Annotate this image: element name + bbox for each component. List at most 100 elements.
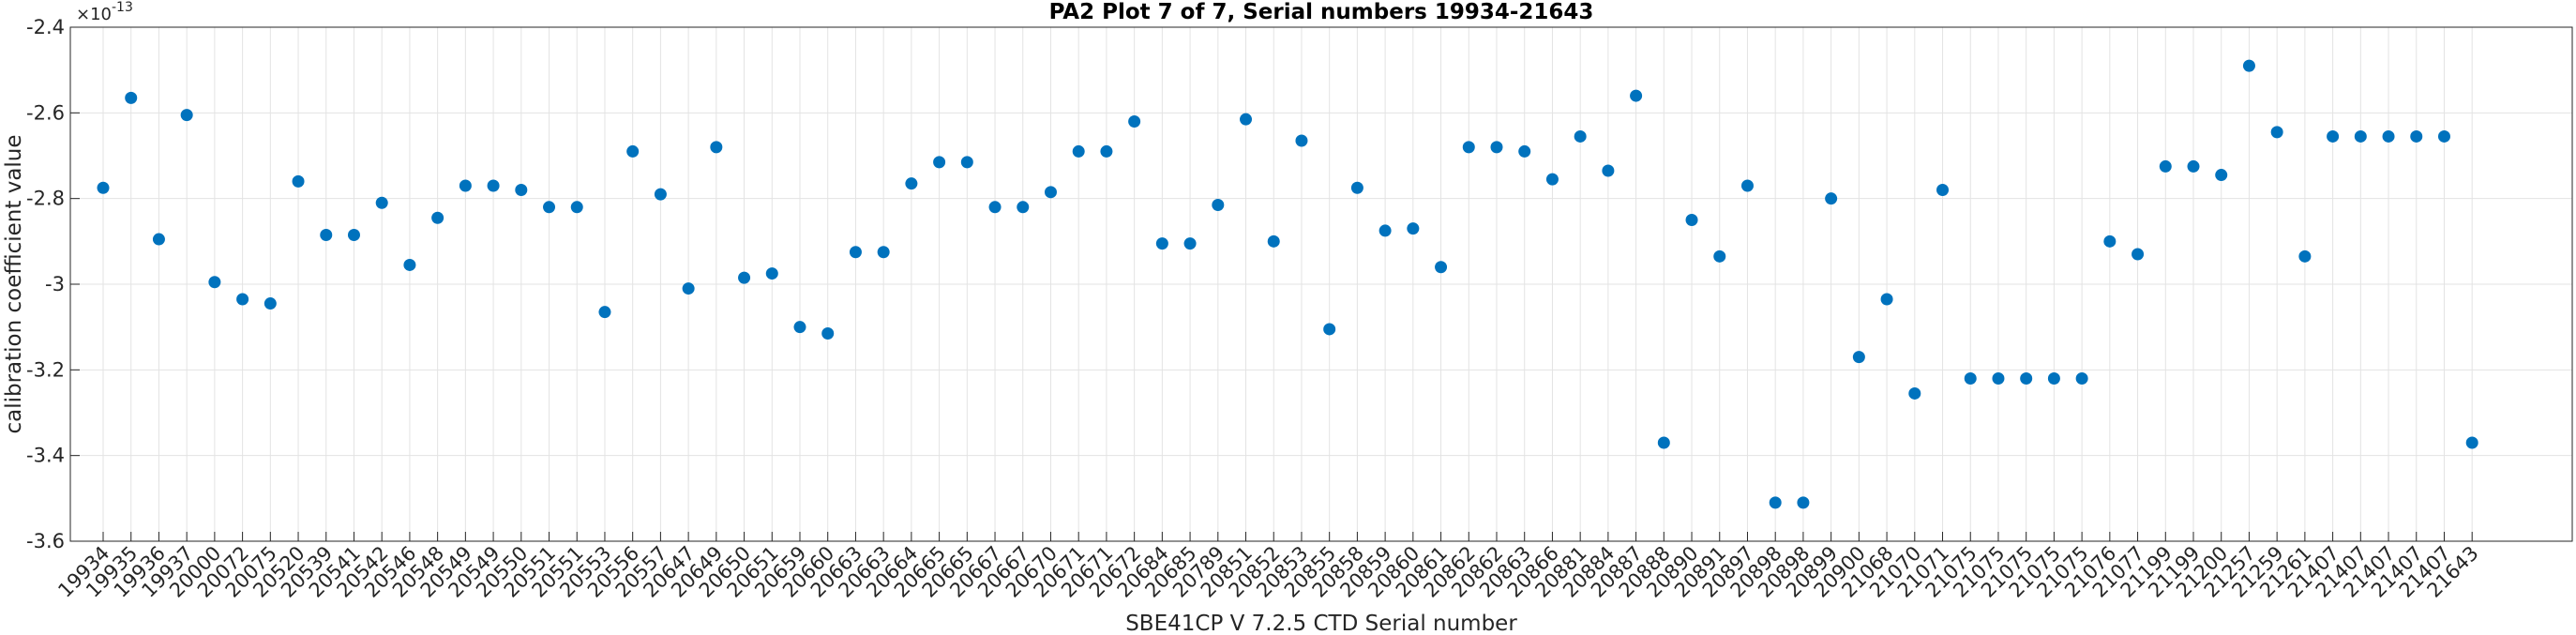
data-point (1740, 179, 1754, 192)
data-point (933, 156, 946, 169)
data-point (877, 246, 890, 259)
data-point (1574, 129, 1587, 143)
data-point (2382, 129, 2395, 143)
data-point (292, 174, 305, 188)
data-point (821, 327, 835, 340)
data-point (849, 246, 862, 259)
data-point (2298, 249, 2312, 263)
data-point (2075, 371, 2088, 385)
data-point (236, 293, 249, 306)
data-point (1545, 173, 1559, 186)
grid-layer (70, 26, 2572, 542)
y-tick-label: -3.2 (26, 358, 65, 381)
y-axis-label: calibration coefficient value (2, 134, 26, 433)
data-point (1908, 386, 1921, 400)
data-point (654, 188, 667, 201)
y-tick-label: -3.4 (26, 445, 65, 467)
data-point (598, 306, 611, 319)
data-point (2159, 159, 2172, 173)
y-axis-exponent-power: -13 (112, 0, 133, 15)
data-point (960, 156, 973, 169)
data-point (1323, 323, 1336, 336)
data-point (2047, 371, 2060, 385)
data-point (988, 201, 1002, 214)
data-point (1017, 201, 1030, 214)
data-point (2270, 126, 2283, 139)
data-point (2354, 129, 2367, 143)
data-point (180, 109, 193, 122)
data-point (487, 179, 500, 192)
data-point (1630, 89, 1643, 102)
y-tick-label: -3 (45, 273, 65, 295)
data-point (2187, 159, 2200, 173)
y-tick-label: -2.6 (26, 101, 65, 124)
data-point (1936, 184, 1950, 197)
data-point (1992, 371, 2005, 385)
data-point (459, 179, 472, 192)
data-point (1072, 144, 1085, 158)
data-point (1350, 181, 1363, 194)
data-point (765, 267, 778, 280)
data-point (1044, 186, 1057, 199)
data-point (320, 228, 333, 241)
data-point (1769, 496, 1782, 509)
data-point (403, 258, 416, 271)
data-point (2410, 129, 2423, 143)
y-axis-exponent: ×10-13 (76, 0, 133, 24)
data-point (1435, 261, 1448, 274)
chart-title: PA2 Plot 7 of 7, Serial numbers 19934-21… (1049, 0, 1594, 24)
data-point (2132, 248, 2145, 261)
data-point (570, 201, 583, 214)
x-axis-label: SBE41CP V 7.2.5 CTD Serial number (1125, 612, 1517, 635)
data-point (793, 321, 806, 334)
data-point (264, 297, 277, 310)
data-point (1462, 141, 1475, 154)
data-point (1295, 134, 1308, 147)
data-point (1602, 164, 1615, 177)
data-point (515, 184, 528, 197)
data-point (738, 271, 751, 284)
data-point (1100, 144, 1113, 158)
data-point (1490, 141, 1503, 154)
data-point (431, 211, 444, 224)
data-point (208, 276, 221, 289)
data-point (1267, 234, 1280, 248)
data-point (1155, 237, 1168, 250)
data-point (543, 201, 556, 214)
data-point (152, 233, 165, 246)
data-point (682, 282, 695, 295)
data-point (626, 144, 640, 158)
data-point (2215, 169, 2228, 182)
data-point (905, 177, 918, 190)
y-tick-label: -2.8 (26, 188, 65, 210)
data-point (125, 91, 138, 104)
data-point (1518, 144, 1531, 158)
data-point (1964, 371, 1977, 385)
data-point (375, 196, 388, 209)
data-point (1657, 436, 1670, 449)
data-point (710, 141, 723, 154)
data-point (1212, 199, 1225, 212)
data-point (2437, 129, 2450, 143)
y-axis-exponent-base: ×10 (76, 5, 112, 24)
data-point (1128, 114, 1141, 128)
data-points (97, 59, 2478, 509)
y-tick-label: -3.6 (26, 530, 65, 552)
data-point (1852, 351, 1865, 364)
y-axis: -3.6 -3.4 -3.2 -3 -2.8 -2.6 -2.4 (26, 16, 80, 552)
data-point (97, 181, 110, 194)
data-point (1880, 293, 1893, 306)
data-point (1183, 237, 1197, 250)
data-point (1713, 249, 1726, 263)
data-point (1407, 222, 1420, 235)
data-point (2020, 371, 2033, 385)
data-point (1685, 214, 1698, 226)
data-point (1825, 192, 1838, 205)
data-point (1240, 113, 1253, 126)
y-tick-label: -2.4 (26, 16, 65, 38)
data-point (1378, 224, 1392, 237)
data-point (347, 228, 360, 241)
data-point (2465, 436, 2478, 449)
